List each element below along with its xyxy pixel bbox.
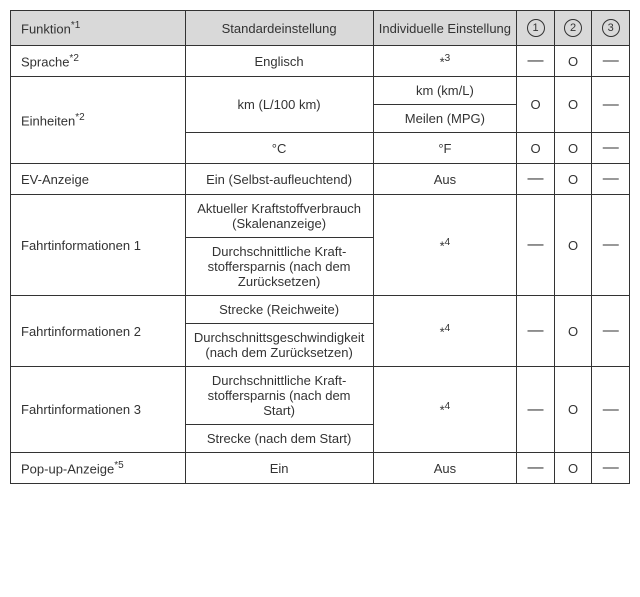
cell-c2: O xyxy=(554,77,592,133)
cell-ind: *4 xyxy=(373,367,517,453)
cell-std: Strecke (Reichweite) xyxy=(185,296,373,324)
cell-std: °C xyxy=(185,133,373,164)
table-row: Einheiten*2 km (L/100 km) km (km/L) O O … xyxy=(11,77,630,105)
ind-sup: 3 xyxy=(445,53,451,64)
ind-sup: 4 xyxy=(445,401,451,412)
table-row: EV-Anzeige Ein (Selbst-aufleuchtend) Aus… xyxy=(11,164,630,195)
cell-std: Strecke (nach dem Start) xyxy=(185,425,373,453)
cell-c1: — xyxy=(517,164,555,195)
cell-c3: — xyxy=(592,453,630,484)
cell-func: Fahrtinformationen 2 xyxy=(11,296,186,367)
cell-c3: — xyxy=(592,195,630,296)
cell-func: Pop-up-Anzeige*5 xyxy=(11,453,186,484)
cell-ind: *4 xyxy=(373,296,517,367)
table-row: Fahrtinformationen 3 Durchschnittliche K… xyxy=(11,367,630,425)
cell-c3: — xyxy=(592,164,630,195)
cell-ind: Meilen (MPG) xyxy=(373,105,517,133)
circled-2: 2 xyxy=(564,19,582,37)
cell-c2: O xyxy=(554,164,592,195)
cell-c1: O xyxy=(517,77,555,133)
cell-c1: O xyxy=(517,133,555,164)
header-function: Funktion*1 xyxy=(11,11,186,46)
cell-c1: — xyxy=(517,195,555,296)
func-sup: *2 xyxy=(69,53,78,64)
settings-table: Funktion*1 Standardeinstellung Individue… xyxy=(10,10,630,484)
func-sup: *5 xyxy=(114,460,123,471)
cell-func: Fahrtinformationen 1 xyxy=(11,195,186,296)
cell-ind: km (km/L) xyxy=(373,77,517,105)
cell-c3: — xyxy=(592,296,630,367)
cell-c1: — xyxy=(517,296,555,367)
cell-c3: — xyxy=(592,133,630,164)
func-sup: *2 xyxy=(75,112,84,123)
cell-c2: O xyxy=(554,367,592,453)
cell-c2: O xyxy=(554,46,592,77)
cell-c2: O xyxy=(554,133,592,164)
circled-3: 3 xyxy=(602,19,620,37)
cell-c3: — xyxy=(592,367,630,453)
ind-sup: 4 xyxy=(445,323,451,334)
cell-func: EV-Anzeige xyxy=(11,164,186,195)
cell-std: Durchschnittliche Kraft­stoffersparnis (… xyxy=(185,367,373,425)
cell-std: Aktueller Kraftstoffver­brauch (Skalenan… xyxy=(185,195,373,238)
cell-ind: Aus xyxy=(373,453,517,484)
table-row: Fahrtinformationen 1 Aktueller Kraftstof… xyxy=(11,195,630,238)
header-col1: 1 xyxy=(517,11,555,46)
cell-ind: *3 xyxy=(373,46,517,77)
cell-std: Durchschnittliche Kraft­stoffersparnis (… xyxy=(185,238,373,296)
table-row: Pop-up-Anzeige*5 Ein Aus — O — xyxy=(11,453,630,484)
cell-func: Fahrtinformationen 3 xyxy=(11,367,186,453)
cell-c1: — xyxy=(517,453,555,484)
cell-ind: Aus xyxy=(373,164,517,195)
header-function-label: Funktion xyxy=(21,21,71,36)
header-col3: 3 xyxy=(592,11,630,46)
cell-c2: O xyxy=(554,453,592,484)
table-row: Fahrtinformationen 2 Strecke (Reichweite… xyxy=(11,296,630,324)
circled-1: 1 xyxy=(527,19,545,37)
func-label: Einheiten xyxy=(21,113,75,128)
cell-std: km (L/100 km) xyxy=(185,77,373,133)
cell-std: Englisch xyxy=(185,46,373,77)
cell-c1: — xyxy=(517,367,555,453)
ind-sup: 4 xyxy=(445,237,451,248)
cell-std: Ein xyxy=(185,453,373,484)
cell-func: Sprache*2 xyxy=(11,46,186,77)
header-function-sup: *1 xyxy=(71,20,80,31)
cell-c1: — xyxy=(517,46,555,77)
header-col2: 2 xyxy=(554,11,592,46)
cell-ind: *4 xyxy=(373,195,517,296)
cell-std: Durchschnittsgeschwin­digkeit (nach dem … xyxy=(185,324,373,367)
cell-c2: O xyxy=(554,195,592,296)
table-row: Sprache*2 Englisch *3 — O — xyxy=(11,46,630,77)
cell-c3: — xyxy=(592,46,630,77)
cell-c3: — xyxy=(592,77,630,133)
func-label: Sprache xyxy=(21,54,69,69)
cell-func: Einheiten*2 xyxy=(11,77,186,164)
header-individual: Individuelle Ein­stellung xyxy=(373,11,517,46)
cell-c2: O xyxy=(554,296,592,367)
header-standard: Standardeinstellung xyxy=(185,11,373,46)
cell-ind: °F xyxy=(373,133,517,164)
func-label: Pop-up-Anzeige xyxy=(21,461,114,476)
cell-std: Ein (Selbst-aufleuchtend) xyxy=(185,164,373,195)
